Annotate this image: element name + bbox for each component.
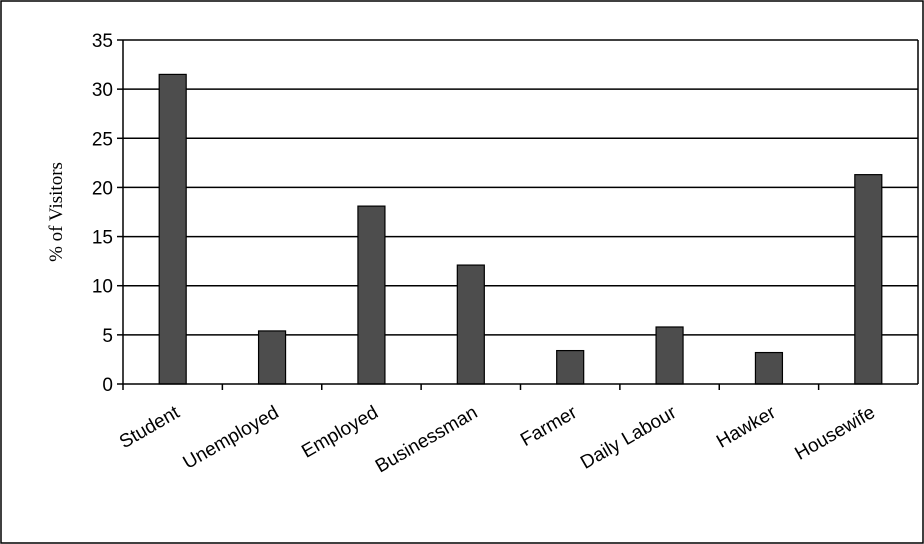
axes	[117, 39, 919, 390]
bar-businessman	[456, 264, 485, 385]
y-tick-label: 5	[102, 326, 113, 347]
bar-student	[158, 73, 187, 385]
y-tick-label: 35	[92, 31, 113, 52]
y-axis-label: % of Visitors	[46, 162, 67, 262]
y-tick-label: 10	[92, 277, 113, 298]
bar-unemployed	[257, 330, 287, 385]
gridlines	[123, 39, 918, 336]
y-tick-label: 15	[92, 228, 113, 249]
y-tick-labels: 0 5 10 15 20 25 30 35	[92, 31, 113, 396]
bar-housewife	[854, 174, 883, 385]
y-tick-label: 0	[102, 375, 113, 396]
bar-hawker	[754, 351, 784, 385]
y-tick-label: 25	[92, 129, 113, 150]
bar-farmer	[556, 349, 585, 385]
bar-daily-labour	[655, 326, 684, 385]
y-tick-label: 20	[92, 178, 113, 199]
bars	[158, 73, 883, 385]
bar-employed	[357, 205, 386, 385]
y-tick-label: 30	[92, 80, 113, 101]
